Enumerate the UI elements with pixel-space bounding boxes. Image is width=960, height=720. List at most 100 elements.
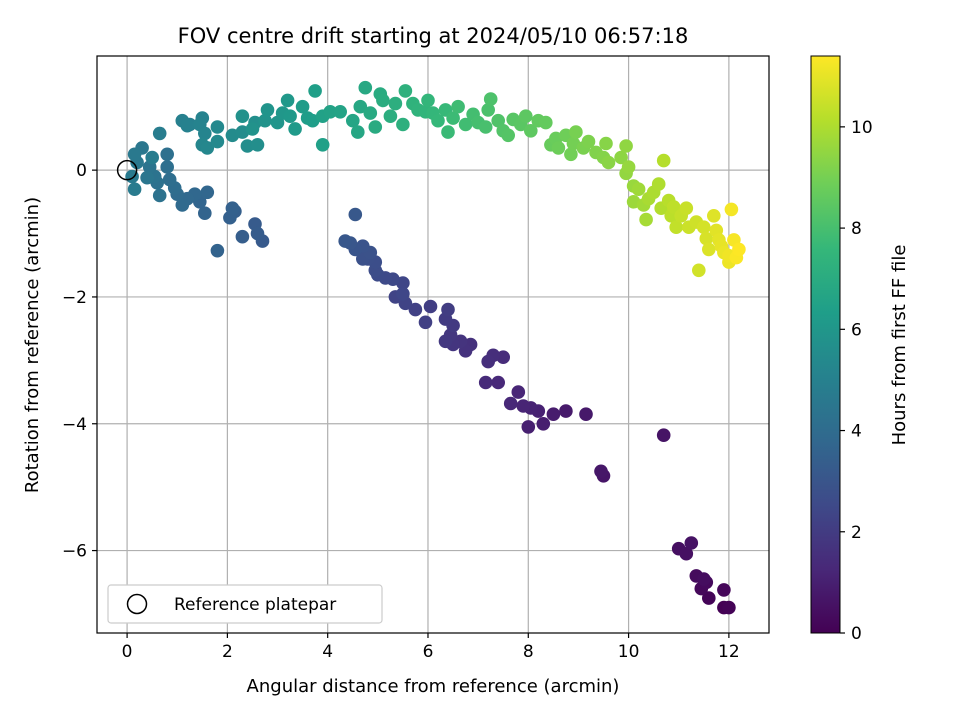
data-point — [152, 126, 167, 141]
data-point — [423, 299, 438, 314]
data-point — [152, 188, 167, 203]
y-axis-ticks: 0 −2 −4 −6 — [62, 161, 97, 562]
data-point — [478, 120, 493, 134]
x-tick-label: 12 — [718, 642, 740, 662]
data-point — [418, 315, 433, 330]
data-point — [396, 117, 410, 132]
data-point — [724, 202, 739, 217]
data-point — [639, 212, 653, 227]
data-point — [396, 287, 410, 301]
data-point — [225, 201, 240, 215]
data-point — [594, 464, 608, 479]
reference-marker — [116, 159, 138, 181]
x-tick-label: 6 — [423, 642, 434, 662]
data-point — [579, 407, 593, 422]
data-point — [581, 134, 596, 149]
data-points — [125, 80, 746, 615]
data-point — [160, 160, 174, 174]
legend-label: Reference platepar — [174, 595, 336, 615]
y-axis-label: Rotation from reference (arcmin) — [22, 197, 43, 493]
y-tick-label: −2 — [62, 288, 87, 308]
data-point — [180, 118, 195, 133]
data-point — [722, 600, 736, 615]
data-point — [614, 150, 628, 165]
y-tick-label: 0 — [76, 161, 87, 181]
data-point — [707, 209, 721, 223]
data-point — [569, 125, 583, 139]
data-point — [383, 109, 398, 123]
data-point — [651, 177, 666, 191]
data-point — [198, 206, 212, 220]
data-point — [250, 138, 265, 152]
y-tick-label: −6 — [62, 542, 87, 562]
data-point — [250, 226, 265, 241]
data-point — [491, 375, 506, 390]
data-point — [140, 170, 154, 185]
data-point — [684, 536, 699, 550]
data-point — [501, 128, 515, 143]
data-point — [441, 125, 455, 139]
data-point — [619, 139, 633, 153]
data-point — [398, 84, 413, 98]
colorbar-tick-label: 8 — [851, 219, 862, 239]
data-point — [363, 106, 378, 120]
data-point — [631, 182, 646, 196]
data-point — [551, 141, 566, 155]
legend-box — [107, 584, 383, 624]
chart-title: FOV centre drift starting at 2024/05/10 … — [178, 24, 689, 48]
data-point — [697, 572, 711, 586]
data-point — [679, 546, 694, 561]
colorbar-tick-label: 0 — [851, 624, 862, 644]
data-point — [162, 172, 177, 187]
colorbar-tick-label: 4 — [851, 422, 862, 442]
plot-frame — [96, 55, 770, 634]
data-point — [348, 207, 363, 222]
data-point — [235, 109, 250, 123]
colorbar-gradient — [810, 55, 841, 634]
data-point — [160, 147, 174, 162]
data-point — [564, 147, 578, 162]
data-point — [717, 583, 731, 597]
data-point — [280, 93, 295, 108]
data-point — [127, 182, 142, 196]
data-point — [438, 334, 453, 349]
data-point — [699, 231, 714, 246]
data-point — [127, 147, 142, 162]
data-point — [679, 201, 694, 215]
colorbar: 0 2 4 6 8 10 Hours from first FF file — [810, 55, 910, 644]
data-point — [702, 591, 716, 605]
data-point — [315, 138, 330, 152]
data-point — [441, 302, 455, 317]
x-tick-label: 2 — [222, 642, 233, 662]
data-point — [559, 404, 573, 418]
data-point — [621, 160, 636, 174]
x-tick-label: 10 — [618, 642, 640, 662]
data-point — [516, 399, 531, 413]
data-point — [175, 198, 190, 212]
data-point — [260, 103, 275, 117]
data-point — [210, 243, 225, 258]
colorbar-tick-label: 6 — [851, 320, 862, 340]
data-point — [358, 80, 373, 95]
data-point — [481, 354, 496, 369]
data-point — [519, 109, 533, 123]
colorbar-tick-label: 2 — [851, 523, 862, 543]
data-point — [200, 141, 215, 155]
data-point — [283, 109, 297, 123]
data-point — [483, 92, 498, 106]
data-point — [245, 122, 260, 136]
colorbar-label: Hours from first FF file — [889, 245, 910, 446]
data-point — [288, 122, 302, 136]
data-point — [446, 111, 460, 125]
data-point — [503, 396, 518, 411]
data-point — [338, 234, 353, 248]
data-point — [308, 84, 322, 98]
data-point — [351, 125, 365, 139]
reference-point — [116, 159, 138, 181]
data-point — [692, 263, 706, 278]
data-point — [421, 93, 435, 108]
data-point — [210, 134, 225, 149]
data-point — [200, 185, 215, 200]
legend: Reference platepar — [107, 584, 383, 624]
